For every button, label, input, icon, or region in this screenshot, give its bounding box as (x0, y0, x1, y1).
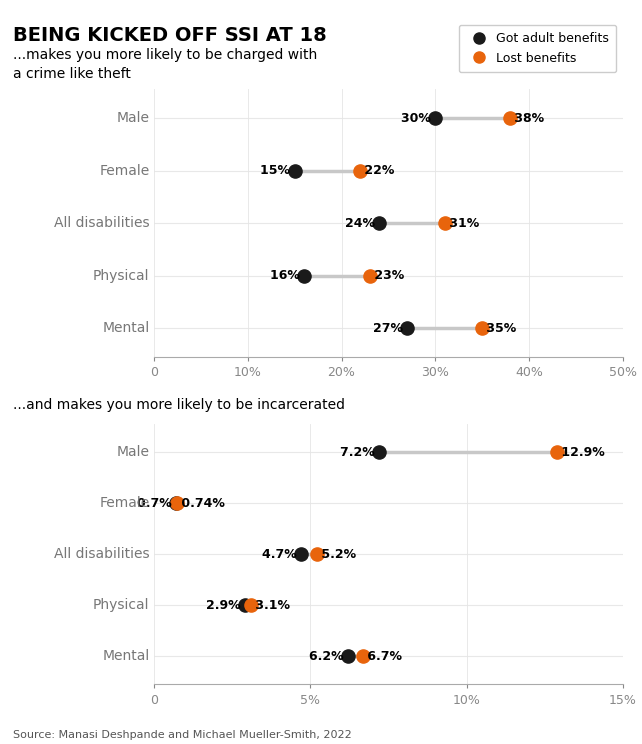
Point (430, 112, 440, 124)
Text: ...makes you more likely to be charged with
a crime like theft: ...makes you more likely to be charged w… (13, 48, 317, 81)
Text: 35%: 35% (482, 321, 516, 335)
Point (477, 322, 487, 334)
Point (358, 650, 369, 662)
Text: 31%: 31% (445, 217, 479, 230)
Point (552, 446, 562, 458)
Point (355, 164, 365, 176)
Point (171, 497, 181, 509)
Text: 3.1%: 3.1% (251, 599, 290, 612)
Text: 38%: 38% (510, 112, 544, 125)
Legend: Got adult benefits, Lost benefits: Got adult benefits, Lost benefits (458, 25, 616, 72)
Point (505, 112, 516, 124)
Point (239, 600, 250, 612)
Point (296, 548, 306, 560)
Text: Male: Male (116, 445, 150, 459)
Text: BEING KICKED OFF SSI AT 18: BEING KICKED OFF SSI AT 18 (13, 26, 327, 45)
Text: All disabilities: All disabilities (54, 548, 150, 561)
Text: Physical: Physical (93, 598, 150, 612)
Text: Physical: Physical (93, 269, 150, 283)
Text: Female: Female (99, 164, 150, 178)
Text: Male: Male (116, 111, 150, 125)
Text: 0.7%: 0.7% (137, 497, 176, 510)
Point (290, 164, 300, 176)
Text: 16%: 16% (270, 269, 304, 282)
Text: 24%: 24% (345, 217, 379, 230)
Text: 22%: 22% (360, 164, 395, 177)
Text: 30%: 30% (401, 112, 435, 125)
Text: 4.7%: 4.7% (262, 548, 301, 561)
Point (299, 270, 309, 282)
Text: Mental: Mental (102, 321, 150, 336)
Text: Source: Manasi Deshpande and Michael Mueller-Smith, 2022: Source: Manasi Deshpande and Michael Mue… (13, 731, 352, 740)
Point (365, 270, 375, 282)
Text: 6.7%: 6.7% (363, 650, 403, 663)
Text: 6.2%: 6.2% (309, 650, 348, 663)
Point (440, 217, 450, 229)
Text: 2.9%: 2.9% (205, 599, 245, 612)
Text: 15%: 15% (260, 164, 295, 177)
Point (374, 217, 384, 229)
Text: 7.2%: 7.2% (340, 446, 379, 458)
Text: 0.74%: 0.74% (177, 497, 225, 510)
Point (343, 650, 353, 662)
Text: Mental: Mental (102, 650, 150, 664)
Text: 27%: 27% (373, 321, 407, 335)
Point (246, 600, 256, 612)
Text: Female: Female (99, 496, 150, 510)
Text: ...and makes you more likely to be incarcerated: ...and makes you more likely to be incar… (13, 398, 345, 412)
Text: 5.2%: 5.2% (317, 548, 356, 561)
Text: 12.9%: 12.9% (557, 446, 605, 458)
Point (402, 322, 412, 334)
Text: 23%: 23% (370, 269, 404, 282)
Point (311, 548, 322, 560)
Point (172, 497, 182, 509)
Text: All disabilities: All disabilities (54, 217, 150, 230)
Point (374, 446, 384, 458)
